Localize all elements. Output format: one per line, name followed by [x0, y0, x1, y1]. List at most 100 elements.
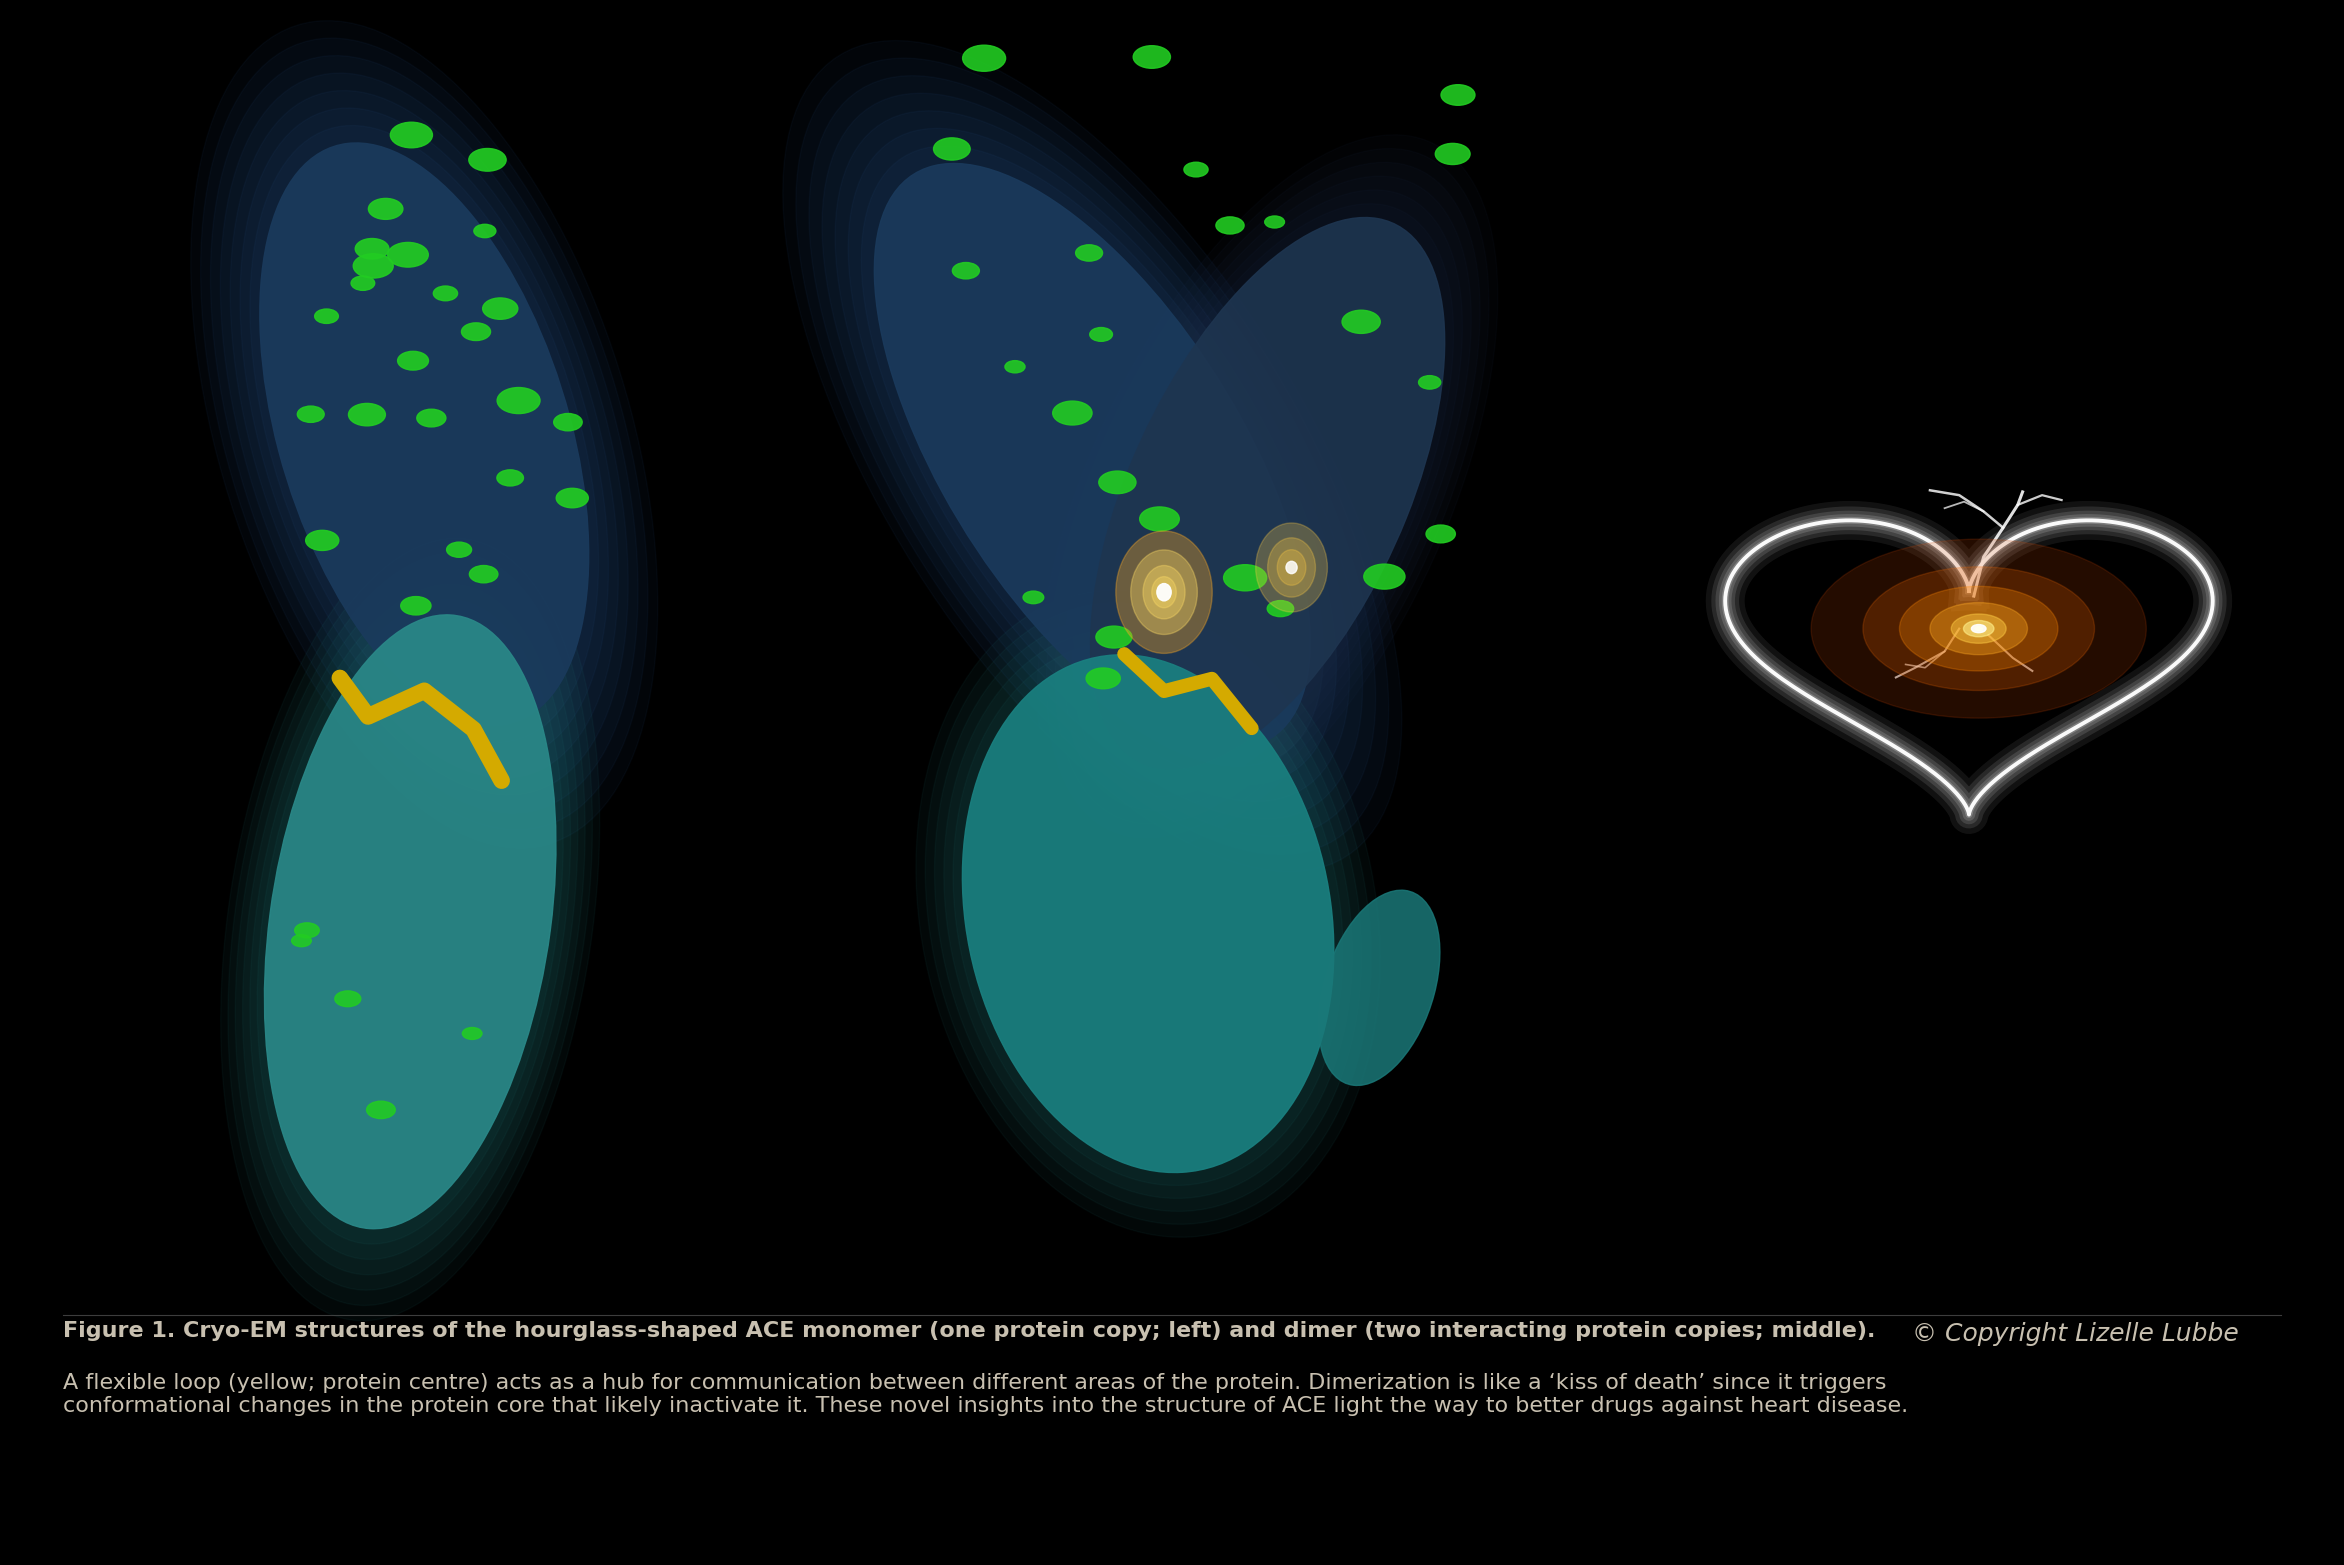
Ellipse shape [251, 584, 570, 1260]
Ellipse shape [469, 149, 506, 171]
Ellipse shape [1130, 549, 1198, 634]
Ellipse shape [352, 275, 375, 291]
Ellipse shape [1099, 471, 1137, 493]
Ellipse shape [473, 224, 497, 238]
Ellipse shape [483, 297, 518, 319]
Ellipse shape [462, 322, 490, 341]
Text: A flexible loop (yellow; protein centre) acts as a hub for communication between: A flexible loop (yellow; protein centre)… [63, 1373, 1908, 1416]
Ellipse shape [190, 20, 659, 848]
Ellipse shape [834, 111, 1350, 801]
Ellipse shape [1076, 244, 1102, 261]
Ellipse shape [1158, 584, 1172, 601]
Text: © Copyright Lizelle Lubbe: © Copyright Lizelle Lubbe [1913, 1322, 2239, 1346]
Ellipse shape [211, 56, 638, 812]
Ellipse shape [935, 617, 1362, 1211]
Ellipse shape [1964, 620, 1995, 637]
Ellipse shape [954, 642, 1343, 1185]
Ellipse shape [239, 108, 609, 761]
Ellipse shape [1418, 376, 1442, 390]
Ellipse shape [926, 603, 1371, 1224]
Ellipse shape [354, 254, 394, 279]
Ellipse shape [258, 599, 563, 1244]
Ellipse shape [1116, 531, 1212, 654]
Ellipse shape [1266, 216, 1285, 228]
Ellipse shape [1976, 626, 1983, 631]
Ellipse shape [234, 554, 586, 1290]
Ellipse shape [952, 263, 980, 279]
Ellipse shape [860, 146, 1324, 767]
Ellipse shape [448, 541, 471, 557]
Ellipse shape [1055, 163, 1479, 825]
Ellipse shape [298, 405, 323, 423]
Ellipse shape [1425, 524, 1456, 543]
Ellipse shape [1950, 613, 2006, 643]
Ellipse shape [1074, 189, 1463, 797]
Ellipse shape [1081, 203, 1453, 782]
Ellipse shape [1435, 144, 1470, 164]
Ellipse shape [783, 41, 1402, 872]
Ellipse shape [227, 538, 593, 1305]
Ellipse shape [265, 615, 556, 1229]
Ellipse shape [1045, 149, 1488, 837]
Ellipse shape [797, 58, 1388, 854]
Ellipse shape [434, 286, 457, 300]
Ellipse shape [469, 565, 497, 582]
Ellipse shape [398, 351, 429, 369]
Ellipse shape [917, 590, 1381, 1238]
Ellipse shape [220, 523, 600, 1321]
Ellipse shape [295, 923, 319, 937]
Ellipse shape [809, 75, 1376, 837]
Ellipse shape [1224, 565, 1266, 592]
Ellipse shape [251, 125, 598, 743]
Ellipse shape [202, 38, 647, 829]
Ellipse shape [1812, 538, 2147, 718]
Ellipse shape [391, 122, 431, 147]
Ellipse shape [553, 413, 581, 430]
Ellipse shape [1022, 592, 1043, 604]
Ellipse shape [1442, 85, 1474, 105]
Ellipse shape [874, 163, 1310, 750]
Ellipse shape [335, 991, 361, 1006]
Ellipse shape [1343, 310, 1381, 333]
Ellipse shape [849, 128, 1336, 784]
Ellipse shape [1090, 327, 1113, 341]
Ellipse shape [230, 91, 619, 778]
Ellipse shape [417, 408, 445, 427]
Ellipse shape [1217, 218, 1245, 235]
Text: Figure 1. Cryo-EM structures of the hourglass-shaped ACE monomer (one protein co: Figure 1. Cryo-EM structures of the hour… [63, 1321, 1875, 1341]
Ellipse shape [1038, 135, 1498, 851]
Ellipse shape [1006, 360, 1024, 372]
Ellipse shape [305, 531, 340, 551]
Ellipse shape [1184, 163, 1207, 177]
Ellipse shape [1256, 523, 1327, 612]
Ellipse shape [366, 1102, 396, 1119]
Ellipse shape [220, 74, 628, 795]
Ellipse shape [1090, 218, 1444, 768]
Ellipse shape [401, 596, 431, 615]
Ellipse shape [241, 568, 579, 1275]
Ellipse shape [260, 142, 588, 725]
Ellipse shape [556, 488, 588, 507]
Ellipse shape [823, 94, 1362, 818]
Ellipse shape [1863, 567, 2096, 690]
Ellipse shape [1364, 563, 1404, 588]
Ellipse shape [1929, 603, 2028, 654]
Ellipse shape [945, 629, 1352, 1199]
Ellipse shape [291, 934, 312, 947]
Ellipse shape [497, 388, 539, 413]
Ellipse shape [1287, 562, 1296, 574]
Ellipse shape [349, 404, 384, 426]
Ellipse shape [933, 138, 970, 160]
Ellipse shape [1064, 177, 1472, 811]
Ellipse shape [462, 1028, 483, 1039]
Ellipse shape [1268, 601, 1294, 617]
Ellipse shape [1971, 624, 1985, 632]
Ellipse shape [368, 199, 403, 219]
Ellipse shape [497, 470, 523, 487]
Ellipse shape [1144, 565, 1186, 618]
Ellipse shape [356, 238, 389, 258]
Ellipse shape [1899, 587, 2058, 671]
Ellipse shape [1151, 576, 1177, 607]
Ellipse shape [314, 308, 338, 324]
Ellipse shape [1132, 45, 1170, 69]
